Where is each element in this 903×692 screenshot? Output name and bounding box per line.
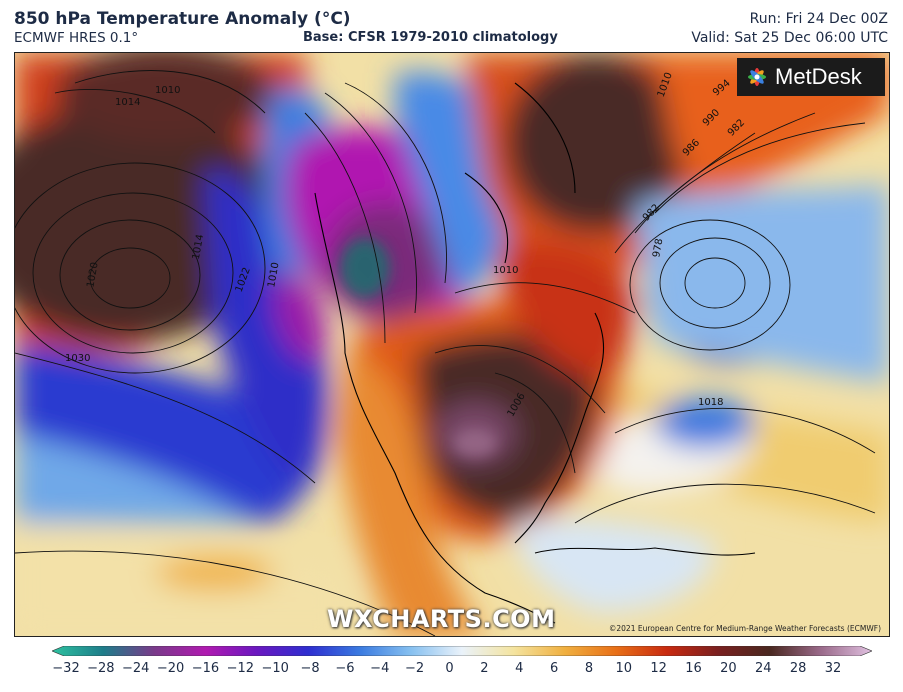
colorbar-tick-label: −6 <box>335 661 355 676</box>
colorbar-tick-label: 28 <box>789 661 807 676</box>
colorbar-tick-label: −32 <box>52 661 80 676</box>
isobar-label: 1030 <box>65 353 90 364</box>
colorbar-tick-label: 12 <box>650 661 667 676</box>
colorbar-tick-label: 32 <box>824 661 842 676</box>
isobar-label: 1014 <box>191 233 206 260</box>
metdesk-logo-text: MetDesk <box>775 64 862 89</box>
colorbar-tick-label: 20 <box>720 661 737 676</box>
colorbar-tick-label: −2 <box>405 661 425 676</box>
isobars <box>15 70 876 636</box>
isobar-label: 1010 <box>266 261 281 288</box>
copyright-notice: ©2021 European Centre for Medium-Range W… <box>608 624 881 633</box>
isobar-label: 1020 <box>85 261 100 288</box>
climatology-base: Base: CFSR 1979-2010 climatology <box>303 30 558 45</box>
colorbar-tick-label: −10 <box>261 661 289 676</box>
metdesk-flower-icon <box>748 68 766 86</box>
wxcharts-watermark: WXCHARTS.COM <box>327 605 556 633</box>
anomaly-field <box>15 53 889 636</box>
colorbar <box>52 646 872 656</box>
colorbar-tick-label: 0 <box>445 661 454 676</box>
colorbar-tick-label: −12 <box>226 661 255 676</box>
colorbar-tick-label: 2 <box>480 661 489 676</box>
colorbar-gradient <box>52 646 872 656</box>
metdesk-logo: MetDesk <box>737 58 885 96</box>
anomaly-map: 1014 1010 1030 1020 1022 1014 1010 1010 … <box>14 52 890 637</box>
colorbar-tick-label: −8 <box>300 661 320 676</box>
isobar-label: 1010 <box>155 85 180 96</box>
isobar-label: 1010 <box>493 265 518 276</box>
colorbar-tick-label: −16 <box>191 661 220 676</box>
isobar-label: 978 <box>651 238 665 259</box>
isobar-label: 1018 <box>698 397 723 408</box>
colorbar-tick-label: −24 <box>122 661 150 676</box>
colorbar-tick-label: −4 <box>370 661 390 676</box>
anomaly-map-canvas: 1014 1010 1030 1020 1022 1014 1010 1010 … <box>15 53 889 636</box>
colorbar-tick-label: 8 <box>584 661 594 676</box>
colorbar-tick-label: 6 <box>549 661 559 676</box>
colorbar-tick-label: 4 <box>515 661 524 676</box>
colorbar-tick-label: 10 <box>615 661 633 676</box>
colorbar-tick-label: 24 <box>754 661 772 676</box>
run-time: Run: Fri 24 Dec 00Z <box>749 11 888 27</box>
model-name: ECMWF HRES 0.1° <box>14 30 139 46</box>
chart-title: 850 hPa Temperature Anomaly (°C) <box>14 9 351 29</box>
isobar-label: 1014 <box>115 97 140 108</box>
colorbar-tick-label: −20 <box>156 661 185 676</box>
valid-time: Valid: Sat 25 Dec 06:00 UTC <box>691 30 888 46</box>
coastlines <box>314 82 756 624</box>
colorbar-tick-label: 16 <box>685 661 702 676</box>
colorbar-tick-label: −28 <box>87 661 115 676</box>
